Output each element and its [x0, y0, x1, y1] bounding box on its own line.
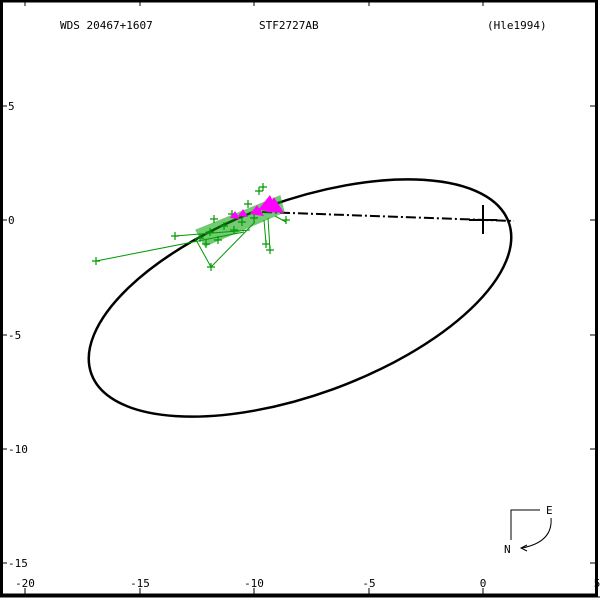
header-discoverer: STF2727AB: [259, 19, 319, 32]
header-reference: (Hle1994): [487, 19, 547, 32]
compass-arrow: [521, 517, 552, 549]
line-of-nodes: [261, 211, 515, 222]
orbit-ellipse: [87, 178, 513, 418]
recent-observation-markers: [230, 195, 284, 219]
y-tick-labels: 5 0 -5 -10 -15: [8, 100, 28, 570]
y-tick-label: -5: [8, 329, 21, 342]
x-axis-ticks: [24, 0, 484, 595]
y-axis-ticks: [2, 105, 596, 564]
x-tick-labels: -20 -15 -10 -5 0 5: [15, 577, 600, 590]
compass-rose: E N: [504, 504, 553, 556]
compass-north-label: N: [504, 543, 511, 556]
x-tick-label: -15: [130, 577, 150, 590]
y-tick-label: 5: [8, 100, 15, 113]
observation-markers: [92, 183, 290, 271]
compass-arrowhead-icon: [519, 544, 528, 552]
header-wds-id: WDS 20467+1607: [60, 19, 153, 32]
compass-east-label: E: [546, 504, 553, 517]
compass-axes: [510, 509, 540, 540]
x-tick-label: 0: [480, 577, 487, 590]
x-tick-label: 5: [594, 577, 600, 590]
y-tick-label: -10: [8, 443, 28, 456]
x-tick-label: -5: [362, 577, 375, 590]
x-tick-label: -20: [15, 577, 35, 590]
primary-star-marker: [469, 205, 497, 234]
y-tick-label: -15: [8, 557, 28, 570]
x-tick-label: -10: [244, 577, 264, 590]
y-tick-label: 0: [8, 214, 15, 227]
